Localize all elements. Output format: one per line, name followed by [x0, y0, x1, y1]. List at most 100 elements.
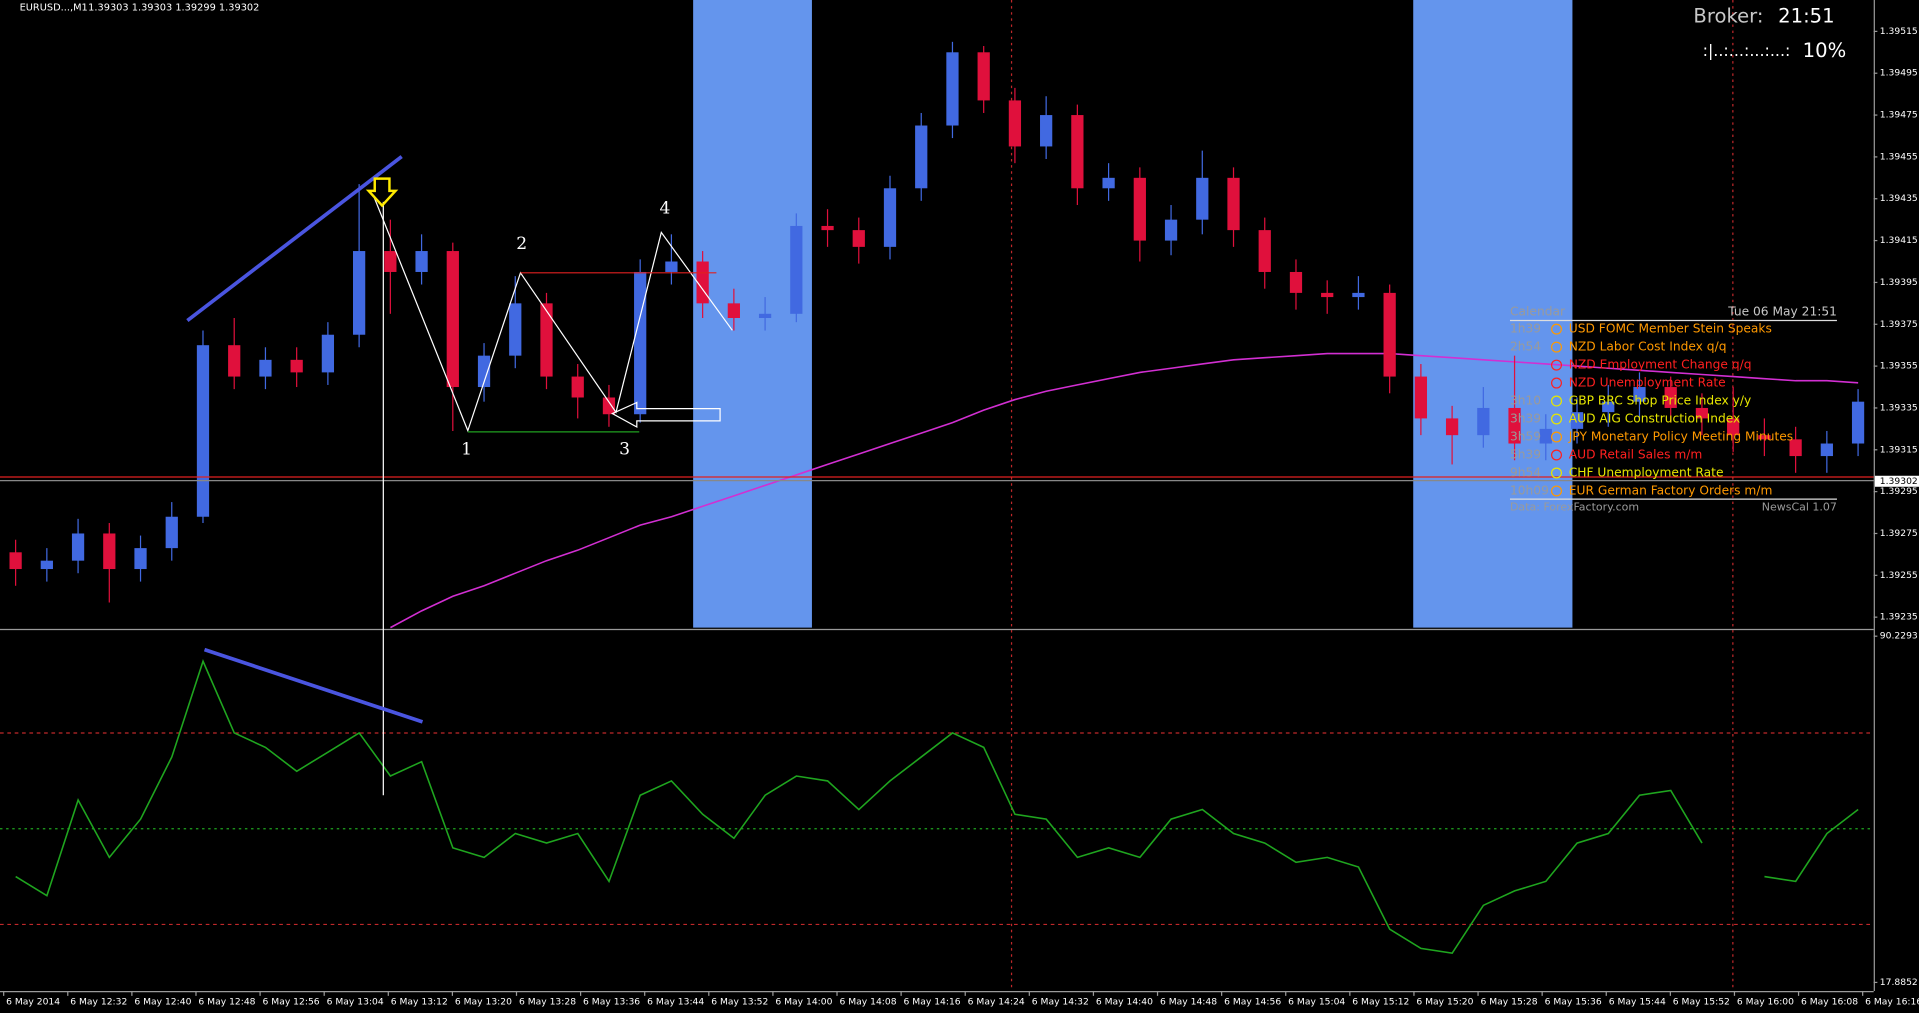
pattern-label: 2 [516, 234, 527, 254]
candle-body [790, 225, 803, 314]
current-price-box [1874, 475, 1919, 487]
candle-body [1539, 428, 1552, 444]
y-tick-label: 1.39355 [1880, 361, 1918, 372]
x-tick-label: 6 May 14:48 [1160, 996, 1217, 1007]
candle-body [1758, 435, 1771, 440]
x-tick-label: 6 May 14:32 [1032, 996, 1089, 1007]
candle-body [883, 188, 897, 247]
candle-body [1196, 177, 1209, 220]
candle-body [228, 345, 241, 377]
impact-icon [1550, 377, 1563, 389]
symbol: EURUSD...,M1 [20, 2, 88, 13]
candle-body [602, 397, 616, 415]
y-tick-label: 90.2293 [1880, 631, 1918, 642]
x-tick-label: 6 May 15:04 [1288, 996, 1345, 1007]
x-tick-label: 6 May 14:24 [968, 996, 1025, 1007]
x-tick-label: 6 May 2014 [6, 996, 60, 1007]
candle-body [1570, 412, 1584, 429]
candle-body [71, 533, 85, 561]
x-tick-label: 6 May 15:36 [1545, 996, 1602, 1007]
candle-body [727, 303, 740, 318]
oscillator-line [15, 659, 1859, 955]
x-tick-label: 6 May 13:44 [647, 996, 704, 1007]
x-tick-label: 6 May 13:36 [583, 996, 640, 1007]
event-time: 1h39 [1510, 322, 1541, 336]
x-tick-label: 6 May 15:44 [1609, 996, 1666, 1007]
y-tick-label: 1.39415 [1880, 235, 1918, 246]
x-tick-label: 6 May 12:40 [134, 996, 191, 1007]
candle-body [1133, 177, 1146, 241]
candle-body [1695, 407, 1709, 419]
impact-icon [1550, 395, 1563, 407]
y-tick-label: 1.39515 [1880, 26, 1918, 37]
event-time: 9h54 [1510, 465, 1541, 479]
moving-average [390, 352, 1859, 629]
left-arrow [610, 401, 721, 429]
candle-body [1164, 219, 1178, 241]
event-name: EUR German Factory Orders m/m [1569, 483, 1773, 497]
quote: 1.39303 1.39303 1.39299 1.39302 [88, 2, 259, 13]
candle-body [9, 552, 22, 570]
event-time: 3h59 [1510, 430, 1541, 444]
news-calendar: Calendar Tue 06 May 21:51 Data: ForexFac… [1510, 304, 1837, 514]
broker-label: Broker: [1693, 5, 1763, 28]
zigzag [372, 195, 733, 433]
event-time: 2h54 [1510, 340, 1541, 354]
calendar-source: Data: ForexFactory.com [1510, 501, 1639, 514]
x-tick-label: 6 May 14:16 [904, 996, 961, 1007]
price-panel: 1.39515 1.39495 1.39475 1.39455 1.39435 1.394… [0, 26, 1919, 1007]
candle-body [1040, 115, 1053, 147]
x-tick-label: 6 May 16:08 [1801, 996, 1858, 1007]
event-name: GBP BRC Shop Price Index y/y [1569, 394, 1752, 408]
x-tick-label: 6 May 14:56 [1224, 996, 1281, 1007]
impact-icon [1550, 323, 1563, 335]
y-tick-label: 1.39475 [1880, 110, 1918, 121]
candle-body [634, 271, 647, 415]
event-time: 10h09 [1510, 483, 1549, 497]
candle-body [1508, 407, 1521, 444]
candle-body [1727, 418, 1740, 436]
calendar-title: Calendar [1510, 304, 1566, 318]
candle-body [1289, 271, 1303, 293]
x-tick-label: 6 May 12:48 [198, 996, 255, 1007]
candle-body [1820, 443, 1833, 457]
candle-body [1321, 292, 1334, 298]
event-time: 3h39 [1510, 412, 1541, 426]
y-tick-label: 1.39275 [1880, 528, 1918, 539]
candle-body [1008, 100, 1022, 147]
x-tick-label: 6 May 15:12 [1352, 996, 1409, 1007]
impact-icon [1550, 467, 1563, 479]
y-tick-label: 1.39315 [1880, 444, 1918, 455]
event-name: JPY Monetary Policy Meeting Minutes [1568, 430, 1793, 444]
event-time: 3h10 [1510, 394, 1541, 408]
x-tick-label: 6 May 16:16 [1865, 996, 1919, 1007]
y-tick-label: 1.39495 [1880, 68, 1918, 79]
x-tick-label: 6 May 13:20 [455, 996, 512, 1007]
candle-body [1445, 418, 1459, 436]
candle-body [1633, 387, 1646, 402]
impact-icon [1550, 413, 1563, 425]
x-tick-label: 6 May 13:04 [327, 996, 384, 1007]
candle-body [415, 251, 428, 272]
event-name: AUD AIG Construction Index [1569, 412, 1741, 426]
candle-body [509, 303, 522, 356]
candle-body [1102, 177, 1115, 189]
candle-body [40, 560, 53, 570]
impact-icon [1550, 359, 1563, 371]
y-tick-label: 1.39375 [1880, 319, 1918, 330]
bar-percent: 10% [1803, 39, 1847, 62]
impact-icon [1550, 485, 1563, 497]
candle-body [353, 251, 366, 335]
candle-body [1477, 407, 1490, 436]
candle-body [571, 376, 584, 398]
event-name: NZD Labor Cost Index q/q [1569, 340, 1727, 354]
pattern-label: 4 [660, 199, 671, 219]
trendline [186, 155, 403, 322]
x-tick-label: 6 May 13:28 [519, 996, 576, 1007]
candle-body [1258, 230, 1271, 272]
x-tick-label: 6 May 15:52 [1673, 996, 1730, 1007]
candle-body [1071, 115, 1084, 189]
x-tick-label: 6 May 15:28 [1480, 996, 1537, 1007]
